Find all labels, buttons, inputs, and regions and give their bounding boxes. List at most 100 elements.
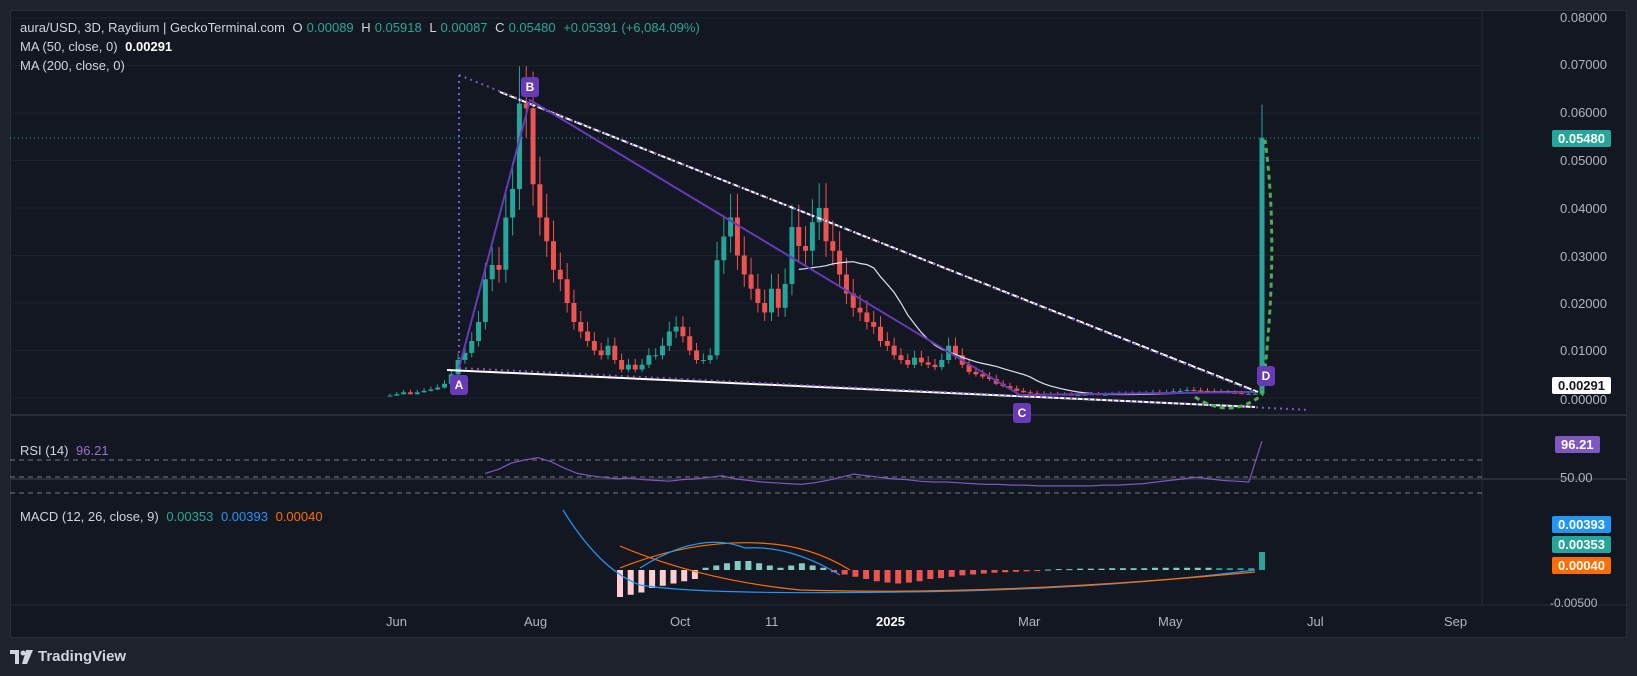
macd-hist-bar	[1045, 569, 1051, 571]
open-value: 0.00089	[306, 20, 354, 35]
price-tick: 0.05000	[1560, 153, 1607, 168]
macd-hist-bar	[756, 563, 763, 570]
candle-body	[462, 352, 468, 360]
macd-hist-bar	[617, 570, 623, 597]
candle-body	[932, 364, 938, 368]
candle-body	[707, 355, 713, 360]
candle-body	[482, 279, 488, 322]
macd-hist-bar	[1141, 568, 1148, 570]
candle-body	[1082, 394, 1088, 396]
candle-body	[1252, 393, 1258, 395]
time-tick: Jul	[1307, 614, 1324, 629]
low-value: 0.00087	[440, 20, 488, 35]
candle-body	[823, 208, 829, 242]
macd-hist-bar	[691, 570, 698, 579]
price-tick: 0.03000	[1560, 249, 1607, 264]
time-tick: 11	[765, 614, 779, 629]
ma50-value: 0.00291	[125, 39, 173, 54]
candle-body	[966, 364, 972, 372]
macd-hist-bar	[681, 570, 688, 582]
candle-body	[687, 336, 693, 351]
candle-body	[1184, 389, 1190, 391]
ma200-legend[interactable]: MA (200, close, 0)	[20, 58, 129, 73]
macd-hist-bar	[1055, 569, 1062, 571]
low-label: L	[429, 20, 437, 35]
candles	[387, 66, 1265, 397]
candle-body	[898, 355, 904, 360]
ma50-label[interactable]: MA (50, close, 0)	[20, 39, 118, 54]
macd-hist-bar	[766, 565, 773, 570]
grid	[10, 17, 1482, 399]
candle-body	[673, 326, 679, 332]
tradingview-logo[interactable]: TradingView	[10, 648, 126, 665]
candle-body	[769, 288, 774, 313]
macd-signal-line	[619, 545, 1256, 592]
ma50-legend[interactable]: MA (50, close, 0) 0.00291	[20, 39, 176, 54]
macd-label[interactable]: MACD (12, 26, close, 9)	[20, 509, 159, 524]
candle-body	[864, 312, 870, 322]
rsi-legend[interactable]: RSI (14) 96.21	[20, 443, 113, 458]
candle-body	[387, 395, 393, 397]
candle-body	[530, 108, 536, 185]
candle-body	[789, 227, 795, 284]
macd-hist-bar	[820, 567, 827, 570]
candle-body	[1014, 388, 1020, 391]
last-price-tag: 0.05480	[1552, 130, 1611, 147]
candle-body	[619, 360, 625, 370]
macd-hist-bar	[745, 561, 752, 570]
candle-body	[612, 345, 618, 360]
chart-frame[interactable]	[10, 10, 1627, 638]
symbol-label[interactable]: aura/USD, 3D, Raydium | GeckoTerminal.co…	[20, 20, 285, 35]
macd-hist-bar	[1066, 569, 1073, 571]
candle-body	[469, 341, 475, 353]
price-tick: 0.01000	[1560, 343, 1607, 358]
point-a-label: A	[450, 375, 468, 395]
candle-body	[1239, 393, 1245, 395]
candle-body	[578, 322, 584, 332]
candle-body	[748, 274, 754, 289]
rsi-label[interactable]: RSI (14)	[20, 443, 69, 458]
macd-hist-bar	[1152, 567, 1158, 570]
candle-body	[455, 360, 461, 375]
candle-body	[407, 392, 413, 395]
candle-body	[564, 279, 570, 303]
macd-hist-bar	[649, 570, 656, 588]
point-d-label: D	[1257, 366, 1275, 386]
pattern-base-dotted	[458, 367, 1311, 411]
macd-hist-bar	[1173, 567, 1180, 570]
candle-body	[1259, 137, 1265, 394]
candle-body	[925, 362, 931, 365]
price-tick: 0.04000	[1560, 201, 1607, 216]
brand-label: TradingView	[38, 648, 127, 665]
candle-body	[714, 260, 720, 356]
macd-hist-bar	[659, 570, 666, 586]
macd-signal-bump	[619, 542, 851, 571]
candle-body	[1034, 393, 1040, 395]
macd-hist-bar	[1184, 567, 1191, 570]
candle-body	[1027, 392, 1033, 394]
projected-move-arrow	[1194, 139, 1274, 410]
candle-body	[830, 241, 836, 251]
macd-hist-bar	[1087, 568, 1094, 570]
candle-body	[918, 357, 924, 363]
header-legend[interactable]: aura/USD, 3D, Raydium | GeckoTerminal.co…	[20, 20, 704, 35]
candle-body	[857, 307, 863, 313]
candle-body	[523, 103, 529, 109]
abcd-pattern-line	[458, 98, 1256, 397]
macd-hist-bar	[1194, 567, 1201, 570]
macd-legend[interactable]: MACD (12, 26, close, 9) 0.00353 0.00393 …	[20, 509, 327, 524]
price-tick: 0.08000	[1560, 10, 1607, 25]
time-tick: Mar	[1018, 614, 1041, 629]
macd-hist-bar	[1162, 567, 1169, 570]
candle-body	[952, 345, 958, 356]
macd-hist-bar	[1248, 568, 1255, 570]
macd-hist-bar	[713, 565, 720, 570]
candle-body	[912, 357, 918, 365]
ma200-label[interactable]: MA (200, close, 0)	[20, 58, 125, 73]
macd-hist-bar	[863, 570, 870, 579]
candle-body	[939, 360, 945, 368]
macd-hist-bar	[638, 570, 645, 593]
macd-hist-bar	[627, 570, 634, 595]
candle-body	[871, 322, 877, 327]
